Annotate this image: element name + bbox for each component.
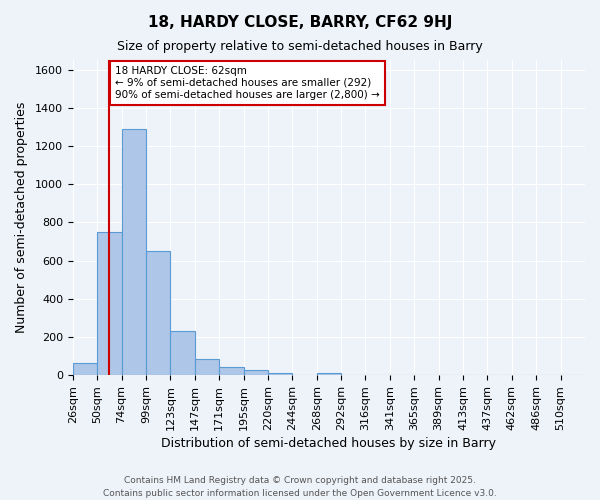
Bar <box>268 373 292 375</box>
Text: Size of property relative to semi-detached houses in Barry: Size of property relative to semi-detach… <box>117 40 483 53</box>
Bar <box>219 366 244 375</box>
Y-axis label: Number of semi-detached properties: Number of semi-detached properties <box>15 102 28 334</box>
Bar <box>122 129 146 375</box>
Bar <box>244 370 268 375</box>
Text: 18, HARDY CLOSE, BARRY, CF62 9HJ: 18, HARDY CLOSE, BARRY, CF62 9HJ <box>148 15 452 30</box>
Text: 18 HARDY CLOSE: 62sqm
← 9% of semi-detached houses are smaller (292)
90% of semi: 18 HARDY CLOSE: 62sqm ← 9% of semi-detac… <box>115 66 380 100</box>
Bar <box>97 232 122 375</box>
Bar <box>146 251 170 375</box>
Bar <box>73 363 97 375</box>
Text: Contains HM Land Registry data © Crown copyright and database right 2025.: Contains HM Land Registry data © Crown c… <box>124 476 476 485</box>
Bar <box>317 374 341 375</box>
Text: Contains public sector information licensed under the Open Government Licence v3: Contains public sector information licen… <box>103 488 497 498</box>
Bar <box>195 359 219 375</box>
X-axis label: Distribution of semi-detached houses by size in Barry: Distribution of semi-detached houses by … <box>161 437 496 450</box>
Bar <box>170 332 195 375</box>
